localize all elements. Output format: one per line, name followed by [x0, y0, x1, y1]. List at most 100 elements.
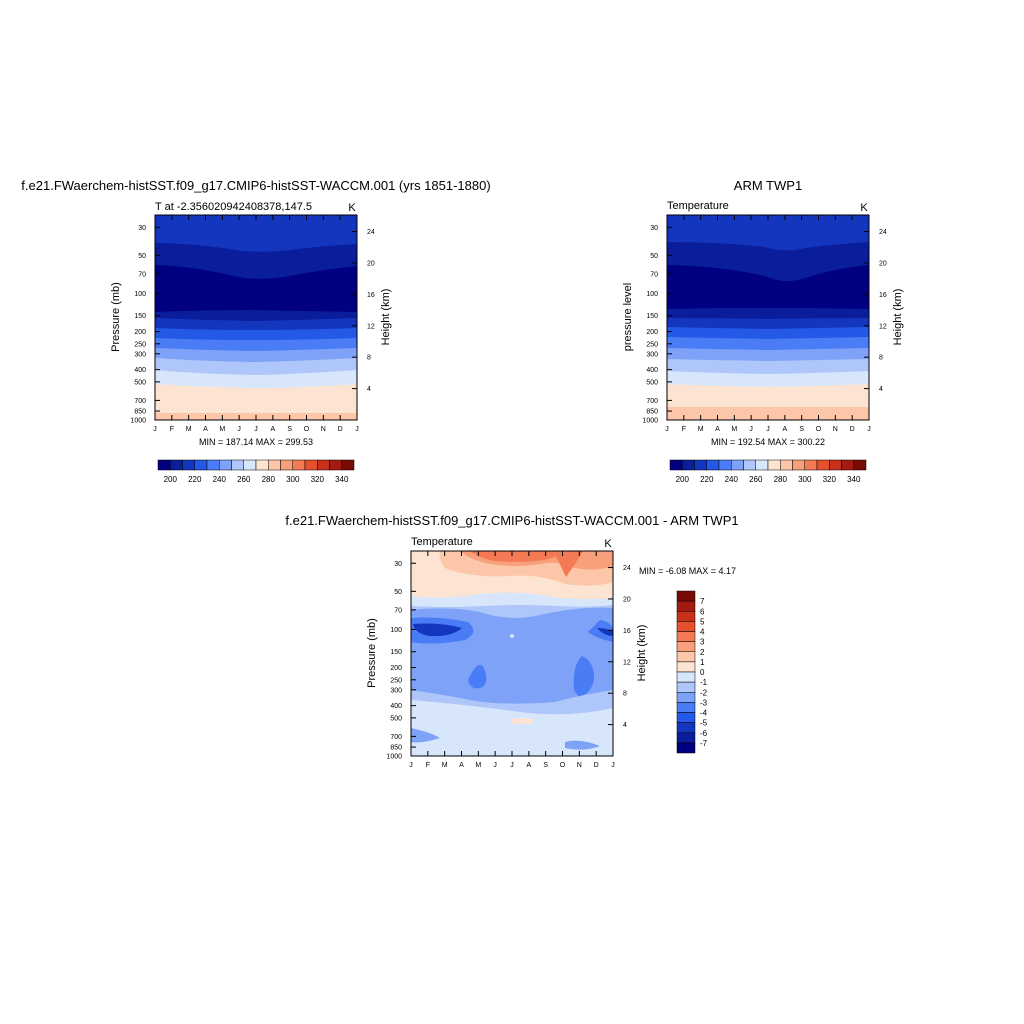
model-y-tick-label: 30 [138, 225, 146, 232]
model-y-tick-label: 1000 [130, 418, 146, 425]
model-colorbar-swatch [329, 459, 342, 471]
diff-x-tick-label: S [543, 762, 548, 769]
model-y2-axis-label: Height (km) [380, 289, 392, 346]
obs-x-tick-label: J [665, 426, 669, 433]
model-x-tick-label: S [287, 426, 292, 433]
model-x-tick-label: J [355, 426, 359, 433]
obs-y-tick-label: 850 [646, 409, 658, 416]
model-x-tick-label: N [321, 426, 326, 433]
obs-y-tick-label: 500 [646, 379, 658, 386]
obs-y-tick-label: 150 [646, 313, 658, 320]
obs-colorbar-swatch [804, 459, 818, 471]
model-y-tick-label: 400 [134, 367, 146, 374]
model-x-tick-label: M [219, 426, 225, 433]
obs-x-tick-label: D [850, 426, 855, 433]
obs-colorbar-swatch [694, 459, 707, 471]
obs-panel: Temperature K pressure level Height (km)… [622, 200, 904, 484]
obs-colorbar-label: 340 [847, 475, 861, 484]
diff-colorbar-swatch [676, 671, 696, 683]
diff-x-tick-label: J [493, 762, 497, 769]
obs-colorbar-swatch [682, 459, 695, 471]
diff-stats: MIN = -6.08 MAX = 4.17 [639, 566, 736, 576]
diff-colorbar-label: -6 [700, 729, 708, 738]
obs-y2-tick-label: 20 [879, 260, 887, 267]
model-colorbar-label: 280 [262, 475, 276, 484]
diff-axes: J F M A M J J A S O N D J 30 50 70 100 150 200 250 300 400 500… [386, 551, 631, 769]
obs-colorbar-swatch [829, 459, 842, 471]
model-colorbar-swatch [182, 459, 195, 471]
model-contour-field [155, 215, 357, 420]
obs-colorbar-swatch [780, 459, 793, 471]
diff-y2-tick-label: 20 [623, 596, 631, 603]
obs-subtitle: Temperature [667, 200, 729, 212]
diff-colorbar-swatch [676, 621, 696, 632]
diff-y2-tick-label: 16 [623, 628, 631, 635]
diff-y-tick-label: 1000 [386, 754, 402, 761]
obs-y2-tick-label: 4 [879, 386, 883, 393]
obs-y-tick-label: 70 [650, 271, 658, 278]
model-y-tick-label: 100 [134, 291, 146, 298]
diff-y2-tick-label: 12 [623, 659, 631, 666]
diff-colorbar-label: -4 [700, 709, 708, 718]
obs-y-tick-label: 400 [646, 367, 658, 374]
obs-y-tick-label: 700 [646, 398, 658, 405]
diff-x-tick-label: M [475, 762, 481, 769]
diff-colorbar-label: 4 [700, 628, 705, 637]
model-x-tick-label: A [270, 426, 275, 433]
obs-x-tick-label: O [816, 426, 822, 433]
diff-colorbar-label: -3 [700, 698, 708, 707]
diff-x-tick-label: M [442, 762, 448, 769]
model-colorbar-swatch [194, 459, 208, 471]
diff-y-tick-label: 200 [390, 665, 402, 672]
model-y-tick-label: 850 [134, 409, 146, 416]
model-colorbar-swatch [231, 459, 244, 471]
diff-colorbar-swatch [676, 611, 696, 622]
diff-y-tick-label: 50 [394, 589, 402, 596]
diff-units: K [604, 538, 612, 550]
model-y2-tick-label: 24 [367, 229, 375, 236]
obs-colorbar-label: 240 [725, 475, 739, 484]
obs-y2-tick-label: 12 [879, 323, 887, 330]
obs-x-tick-label: N [833, 426, 838, 433]
diff-colorbar-swatch [676, 600, 696, 612]
model-x-tick-label: A [203, 426, 208, 433]
model-colorbar-swatch [304, 459, 318, 471]
diff-y2-tick-label: 8 [623, 691, 627, 698]
model-colorbar-swatch [157, 459, 171, 471]
obs-contour-field [667, 215, 869, 420]
obs-colorbar-swatch [706, 459, 720, 471]
obs-colorbar-label: 220 [700, 475, 714, 484]
obs-y-axis-label: pressure level [622, 283, 634, 351]
model-colorbar-label: 340 [335, 475, 349, 484]
model-colorbar-label: 320 [311, 475, 325, 484]
diff-x-tick-label: J [510, 762, 514, 769]
diff-colorbar-label: 7 [700, 597, 705, 606]
model-colorbar-swatch [206, 459, 220, 471]
obs-colorbar: 200 220 240 260 280 300 320 340 [669, 459, 867, 484]
diff-x-tick-label: F [426, 762, 430, 769]
diff-y-tick-label: 150 [390, 649, 402, 656]
diff-contour-field [411, 551, 613, 756]
diff-colorbar-swatch [676, 590, 696, 602]
diff-y-tick-label: 400 [390, 703, 402, 710]
model-colorbar-swatch [255, 459, 269, 471]
diff-y-tick-label: 30 [394, 561, 402, 568]
diff-colorbar-swatch [676, 681, 696, 693]
model-colorbar-swatch [280, 459, 293, 471]
model-y-tick-label: 70 [138, 271, 146, 278]
diff-colorbar-swatch [676, 702, 696, 713]
model-colorbar-swatch [317, 459, 330, 471]
obs-panel-title: ARM TWP1 [734, 178, 802, 193]
obs-y-tick-label: 250 [646, 341, 658, 348]
model-colorbar-label: 240 [213, 475, 227, 484]
obs-colorbar-swatch [669, 459, 683, 471]
diff-colorbar-swatch [676, 641, 696, 652]
obs-x-tick-label: J [749, 426, 753, 433]
model-subtitle: T at -2.356020942408378,147.5 [155, 201, 312, 213]
obs-x-tick-label: F [682, 426, 686, 433]
model-units: K [348, 202, 356, 214]
obs-axes: J F M A M J J A S O N D J 30 50 70 100 150 200 250 300 400 500… [642, 215, 887, 433]
model-y-axis-label: Pressure (mb) [110, 282, 122, 352]
obs-colorbar-swatch [743, 459, 756, 471]
